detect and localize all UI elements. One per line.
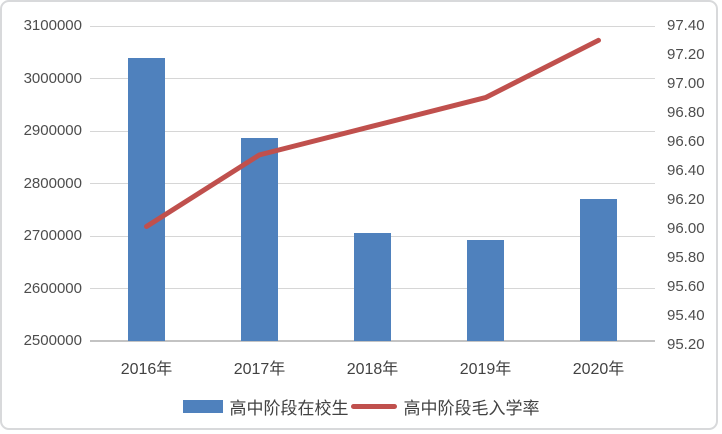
gridline <box>90 130 655 132</box>
x-axis-label-2019年: 2019年 <box>459 361 512 378</box>
gridline <box>90 25 655 27</box>
gridline <box>90 183 655 184</box>
plot-area: 3100000 3000000 2900000 2800000 2700000 26000… <box>2 2 716 428</box>
left-axis-tick-label: 2700000 <box>23 227 82 244</box>
legend: 高中阶段在校生 高中阶段毛入学率 <box>2 394 716 419</box>
x-axis-label-2016年: 2016年 <box>120 361 173 378</box>
right-axis-tick-label: 96.60 <box>667 133 705 150</box>
x-axis-label-2017年: 2017年 <box>233 361 286 378</box>
bar-2017年[interactable] <box>241 137 278 341</box>
right-axis-tick-label: 96.20 <box>667 191 705 208</box>
left-axis-tick-label: 3000000 <box>23 69 82 87</box>
line-series-swatch-icon <box>350 404 397 409</box>
left-axis-tick-label: 3100000 <box>23 17 82 34</box>
right-axis-tick-label: 97.20 <box>667 46 705 63</box>
legend-item-line-series[interactable]: 高中阶段毛入学率 <box>350 394 540 419</box>
bar-2016年[interactable] <box>128 57 165 341</box>
left-axis-tick-label: 2500000 <box>23 332 82 349</box>
right-axis-tick-label: 96.40 <box>667 162 705 179</box>
legend-label-line-series: 高中阶段毛入学率 <box>403 399 540 418</box>
left-axis-tick-label: 2900000 <box>23 122 82 139</box>
line-series-高中阶段毛入学率[interactable] <box>144 37 601 229</box>
right-axis-tick-label: 96.00 <box>667 220 705 237</box>
bar-2019年[interactable] <box>467 239 504 341</box>
right-axis-tick-label: 95.40 <box>667 307 705 324</box>
right-axis-tick-label: 95.60 <box>667 278 705 295</box>
right-axis-tick-label: 97.40 <box>667 17 705 34</box>
line-series-layer <box>144 37 601 229</box>
x-axis-label-2020年: 2020年 <box>572 361 625 378</box>
gridline <box>90 78 655 79</box>
bar-2018年[interactable] <box>354 233 391 341</box>
x-axis-line <box>90 340 655 342</box>
left-axis-tick-label: 2800000 <box>23 174 82 192</box>
right-axis-tick-label: 95.80 <box>667 249 705 266</box>
right-axis-tick-label: 95.20 <box>667 336 705 353</box>
bar-2020年[interactable] <box>580 199 617 341</box>
legend-item-bar-series[interactable]: 高中阶段在校生 <box>182 394 349 419</box>
right-axis-tick-label: 96.80 <box>667 104 705 121</box>
legend-label-bar-series: 高中阶段在校生 <box>229 399 349 418</box>
left-axis-tick-label: 2600000 <box>23 279 82 297</box>
x-axis-label-2018年: 2018年 <box>346 361 399 378</box>
bar-series-swatch-icon <box>182 400 223 413</box>
right-axis-tick-label: 97.00 <box>667 75 705 92</box>
